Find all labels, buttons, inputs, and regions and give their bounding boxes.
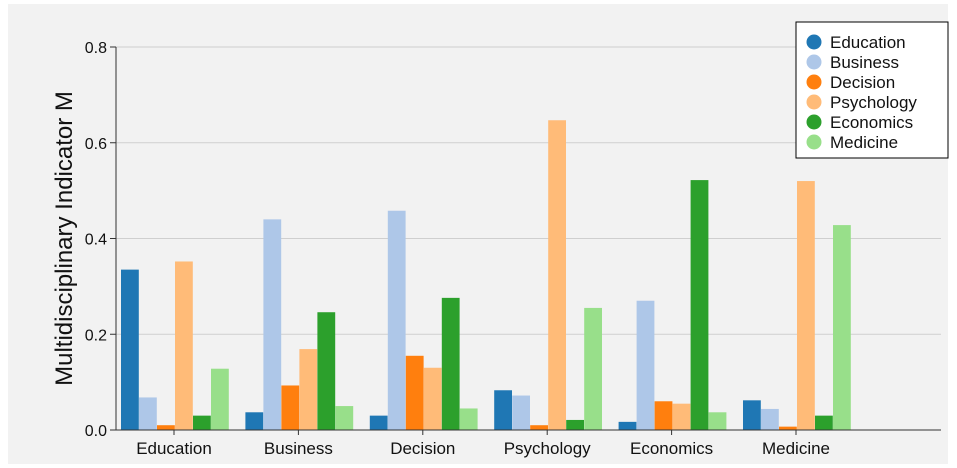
bar-decision-decision bbox=[405, 355, 424, 430]
bar-medicine-medicine bbox=[833, 225, 851, 430]
x-tick-label: Psychology bbox=[504, 439, 591, 458]
bar-decision-business bbox=[387, 210, 406, 430]
x-tick-label: Business bbox=[264, 439, 333, 458]
legend-marker-economics bbox=[806, 114, 822, 130]
bar-business-decision bbox=[281, 385, 300, 430]
bar-economics-decision bbox=[654, 401, 673, 430]
legend-label-education: Education bbox=[830, 33, 906, 52]
bar-decision-psychology bbox=[423, 367, 442, 430]
bar-economics-business bbox=[636, 300, 655, 430]
x-tick-label: Education bbox=[136, 439, 212, 458]
bar-business-economics bbox=[317, 312, 336, 430]
bar-business-medicine bbox=[335, 406, 354, 430]
bars bbox=[121, 120, 851, 430]
bar-psychology-decision bbox=[530, 425, 548, 430]
legend-marker-psychology bbox=[806, 94, 822, 110]
bar-medicine-business bbox=[761, 408, 779, 430]
y-tick-label: 0.4 bbox=[85, 232, 107, 249]
bar-psychology-medicine bbox=[584, 307, 602, 430]
bar-decision-economics bbox=[441, 297, 460, 430]
legend-box bbox=[795, 21, 949, 159]
bar-education-economics bbox=[193, 415, 211, 430]
y-tick-label: 0.6 bbox=[85, 136, 107, 153]
bar-education-medicine bbox=[211, 368, 229, 430]
bar-psychology-education bbox=[494, 390, 512, 430]
legend-label-medicine: Medicine bbox=[830, 133, 898, 152]
legend-marker-business bbox=[806, 54, 822, 70]
x-tick-label: Decision bbox=[390, 439, 455, 458]
legend-marker-education bbox=[806, 34, 822, 50]
bar-psychology-psychology bbox=[548, 120, 566, 430]
bar-medicine-economics bbox=[815, 415, 833, 430]
bar-decision-medicine bbox=[459, 408, 478, 430]
bar-education-business bbox=[139, 397, 157, 430]
bar-medicine-decision bbox=[779, 426, 797, 430]
legend-marker-medicine bbox=[806, 134, 822, 150]
bar-education-education bbox=[121, 269, 139, 430]
y-tick-label: 0.8 bbox=[85, 40, 107, 57]
bar-psychology-economics bbox=[566, 419, 584, 430]
y-tick-label: 0.0 bbox=[85, 423, 107, 440]
bar-business-education bbox=[245, 412, 264, 430]
bar-economics-psychology bbox=[672, 403, 691, 430]
legend-marker-decision bbox=[806, 74, 822, 90]
legend: EducationBusinessDecisionPsychologyEcono… bbox=[795, 21, 949, 159]
y-axis-title: Multidisciplinary Indicator M bbox=[51, 91, 78, 386]
bar-economics-medicine bbox=[708, 412, 727, 430]
legend-label-psychology: Psychology bbox=[830, 93, 917, 112]
bar-business-business bbox=[263, 219, 282, 430]
bar-economics-economics bbox=[690, 180, 709, 430]
legend-label-decision: Decision bbox=[830, 73, 895, 92]
y-tick-label: 0.2 bbox=[85, 327, 107, 344]
plot-area bbox=[8, 4, 948, 464]
x-tick-label: Economics bbox=[630, 439, 713, 458]
bar-economics-education bbox=[618, 421, 637, 430]
bar-psychology-business bbox=[512, 395, 530, 430]
bar-decision-education bbox=[369, 415, 388, 430]
legend-label-economics: Economics bbox=[830, 113, 913, 132]
x-tick-label: Medicine bbox=[762, 439, 830, 458]
bar-education-decision bbox=[157, 425, 175, 430]
bar-business-psychology bbox=[299, 349, 318, 430]
legend-label-business: Business bbox=[830, 53, 899, 72]
bar-education-psychology bbox=[175, 261, 193, 430]
bar-medicine-education bbox=[743, 400, 761, 430]
bar-medicine-psychology bbox=[797, 181, 815, 430]
